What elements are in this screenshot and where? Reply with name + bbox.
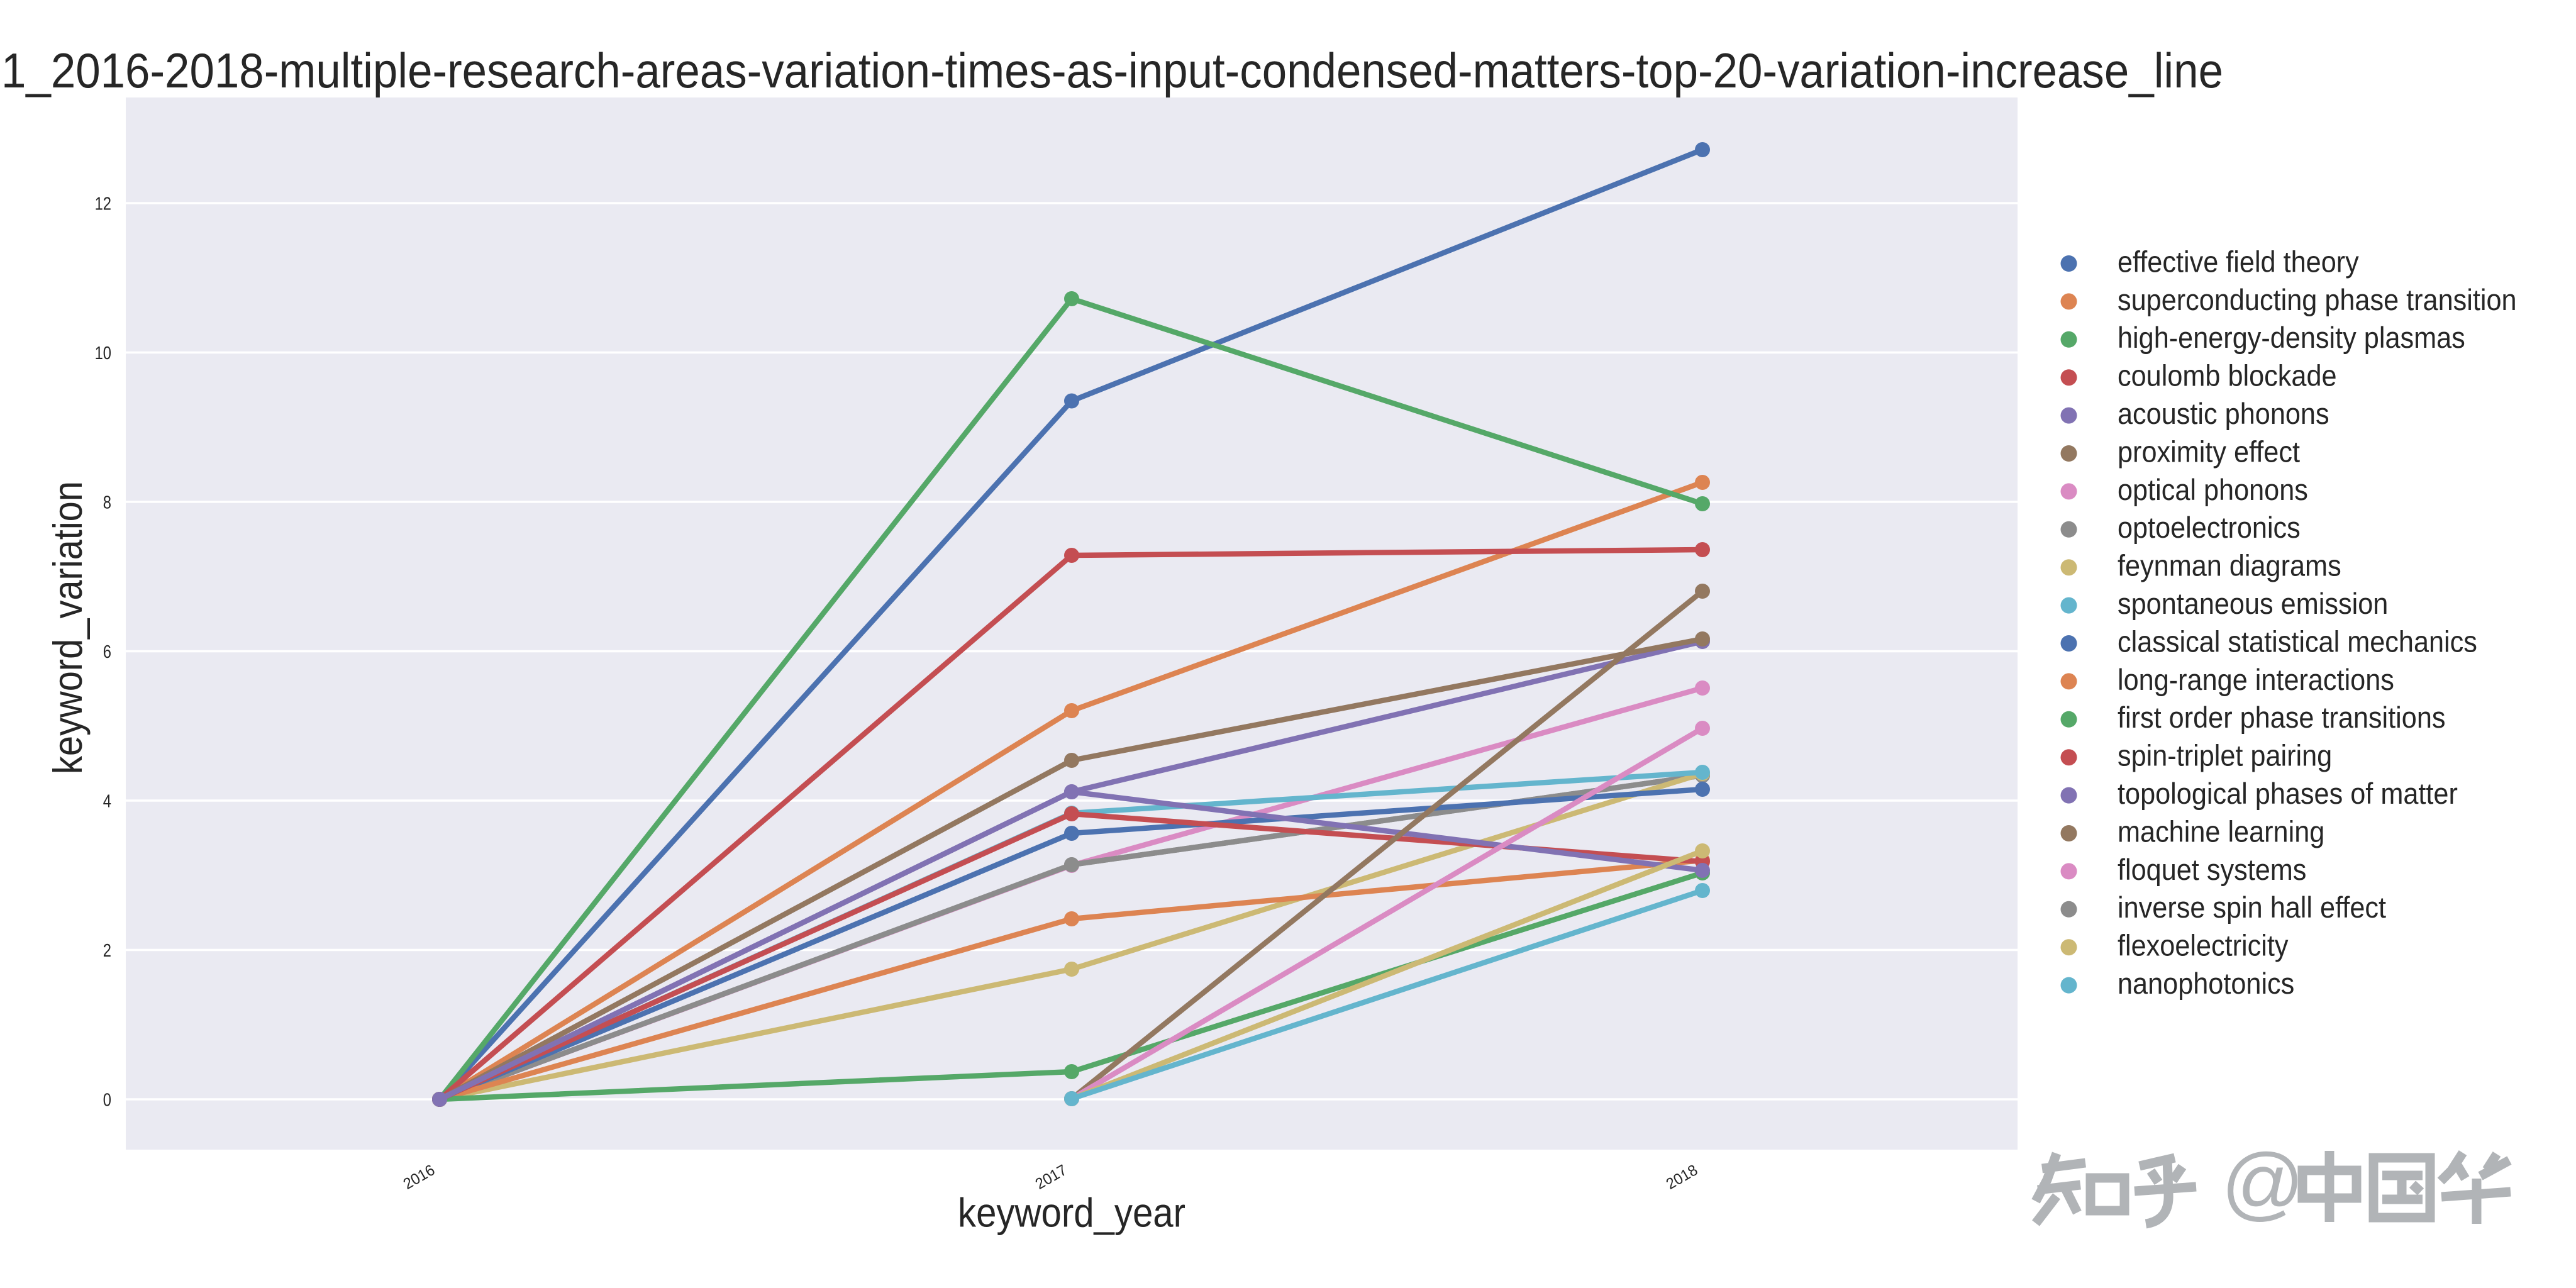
svg-text:long-range interactions: long-range interactions bbox=[2118, 663, 2394, 696]
svg-text:effective field theory: effective field theory bbox=[2118, 245, 2359, 278]
svg-text:spin-triplet pairing: spin-triplet pairing bbox=[2118, 739, 2332, 772]
svg-text:topological phases of matter: topological phases of matter bbox=[2118, 777, 2458, 810]
svg-text:optical phonons: optical phonons bbox=[2118, 473, 2308, 506]
svg-text:10: 10 bbox=[95, 343, 111, 364]
svg-text:floquet systems: floquet systems bbox=[2118, 853, 2306, 886]
svg-text:machine learning: machine learning bbox=[2118, 814, 2324, 848]
svg-text:@: @ bbox=[2221, 1136, 2304, 1228]
svg-text:keyword_year: keyword_year bbox=[958, 1190, 1185, 1236]
svg-text:spontaneous emission: spontaneous emission bbox=[2118, 587, 2388, 620]
svg-text:feynman diagrams: feynman diagrams bbox=[2118, 549, 2341, 582]
svg-text:keyword_variation: keyword_variation bbox=[45, 481, 91, 774]
svg-text:high-energy-density plasmas: high-energy-density plasmas bbox=[2118, 321, 2465, 354]
svg-text:coulomb blockade: coulomb blockade bbox=[2118, 359, 2337, 392]
svg-text:2: 2 bbox=[103, 941, 111, 961]
svg-text:classical statistical mechanic: classical statistical mechanics bbox=[2118, 625, 2477, 658]
svg-text:nanophotonics: nanophotonics bbox=[2118, 967, 2294, 1000]
svg-text:proximity effect: proximity effect bbox=[2118, 435, 2300, 468]
svg-text:flexoelectricity: flexoelectricity bbox=[2118, 929, 2289, 962]
svg-text:6: 6 bbox=[103, 642, 111, 662]
svg-text:1_2016-2018-multiple-research-: 1_2016-2018-multiple-research-areas-vari… bbox=[1, 43, 2223, 98]
svg-text:first order phase transitions: first order phase transitions bbox=[2118, 701, 2446, 734]
svg-text:8: 8 bbox=[103, 492, 111, 513]
svg-text:optoelectronics: optoelectronics bbox=[2118, 511, 2301, 544]
svg-text:4: 4 bbox=[103, 791, 111, 811]
svg-text:inverse spin hall effect: inverse spin hall effect bbox=[2118, 891, 2386, 924]
svg-text:superconducting phase transiti: superconducting phase transition bbox=[2118, 283, 2517, 316]
svg-text:12: 12 bbox=[95, 194, 111, 214]
svg-text:0: 0 bbox=[103, 1090, 111, 1110]
svg-text:acoustic phonons: acoustic phonons bbox=[2118, 397, 2329, 430]
